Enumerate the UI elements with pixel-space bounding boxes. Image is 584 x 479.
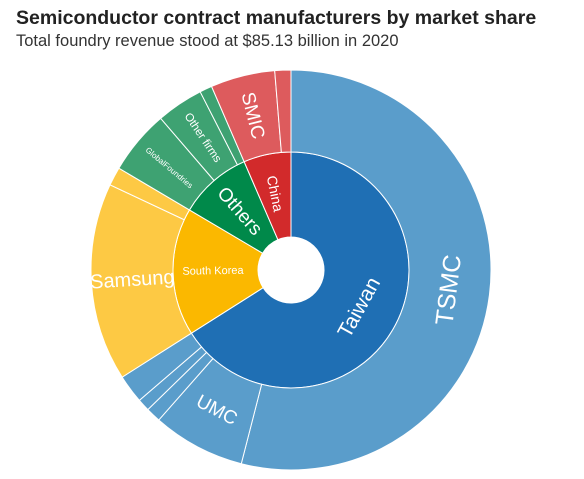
outer-slice-china-other <box>274 69 292 153</box>
chart-subtitle: Total foundry revenue stood at $85.13 bi… <box>16 32 399 50</box>
inner-label-south-korea: South Korea <box>182 265 244 278</box>
chart-header: Semiconductor contract manufacturers by … <box>16 6 576 52</box>
inner-ring <box>172 151 410 389</box>
outer-label-samsung: Samsung <box>89 266 175 293</box>
outer-slice-tsmc <box>240 69 492 471</box>
inner-label-china: China <box>264 174 287 213</box>
outer-ring <box>90 69 492 471</box>
chart-title: Semiconductor contract manufacturers by … <box>16 7 537 29</box>
